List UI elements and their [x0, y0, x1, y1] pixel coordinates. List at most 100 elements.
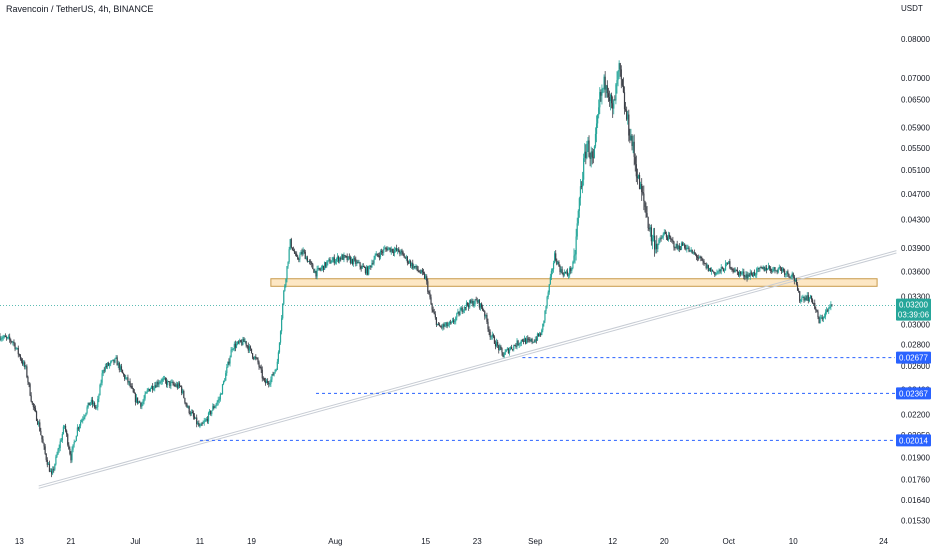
- candle-body: [666, 237, 669, 241]
- candle: [312, 262, 314, 270]
- candle-body: [251, 353, 254, 358]
- candle-body: [200, 423, 202, 427]
- candle: [787, 269, 789, 277]
- candle: [283, 289, 285, 306]
- candle: [815, 306, 817, 313]
- candle-body: [651, 237, 654, 242]
- candle: [56, 451, 58, 458]
- resistance-zone[interactable]: [270, 278, 878, 287]
- candle: [282, 303, 284, 320]
- candle-body: [622, 85, 625, 93]
- candle: [300, 250, 302, 255]
- candle: [88, 402, 90, 406]
- candle: [502, 352, 504, 358]
- candle: [347, 256, 349, 261]
- candle-body: [392, 251, 395, 254]
- candle: [304, 249, 306, 260]
- candle-body: [463, 307, 465, 311]
- candle-body: [163, 378, 166, 380]
- trendline-1[interactable]: [38, 250, 897, 487]
- candle-body: [676, 243, 678, 249]
- candle-body: [346, 256, 348, 261]
- candle-body: [271, 374, 273, 380]
- x-axis[interactable]: 13 21 Jul 11 19 Aug 15 23 Sep 12 20 Oct 10 24: [15, 537, 889, 546]
- candle-body: [512, 349, 514, 350]
- candle-body: [491, 334, 493, 337]
- candle: [262, 376, 264, 381]
- candle: [555, 250, 557, 262]
- candle: [63, 425, 66, 429]
- candle-body: [795, 279, 798, 285]
- x-tick-label: 15: [421, 537, 430, 546]
- candle: [124, 373, 126, 382]
- candle: [417, 266, 419, 273]
- candle: [691, 249, 693, 254]
- candle-body: [558, 261, 560, 266]
- x-tick-label: Jul: [130, 537, 140, 546]
- trendline-2[interactable]: [38, 252, 897, 489]
- candle: [406, 255, 408, 266]
- candle: [285, 278, 287, 288]
- candle-body: [26, 366, 28, 377]
- candle-body: [794, 279, 797, 281]
- candle: [777, 267, 779, 274]
- candle: [318, 267, 320, 271]
- candle: [226, 364, 228, 376]
- candle-body: [187, 406, 189, 408]
- candle-body: [121, 369, 124, 374]
- candle-body: [738, 271, 741, 276]
- candle: [802, 294, 804, 299]
- candle-body: [730, 267, 732, 269]
- candle-body: [9, 336, 11, 340]
- candle: [62, 424, 65, 435]
- candle: [437, 321, 440, 326]
- candle: [25, 364, 27, 370]
- candle: [531, 337, 533, 345]
- candle-body: [472, 300, 474, 306]
- candle-body: [114, 358, 116, 363]
- candle: [24, 360, 26, 370]
- candle-body: [760, 267, 762, 269]
- candle: [107, 361, 110, 367]
- candle-body: [76, 427, 78, 436]
- candle: [303, 248, 305, 254]
- candle: [683, 241, 685, 246]
- candle-body: [5, 336, 8, 338]
- candle: [645, 202, 647, 218]
- candle: [710, 267, 713, 275]
- candle-body: [345, 256, 347, 257]
- candle-body: [218, 399, 220, 401]
- candle: [666, 235, 669, 241]
- candle-body: [634, 156, 636, 165]
- candle: [212, 403, 214, 411]
- candle: [4, 333, 6, 338]
- candle-body: [699, 256, 701, 259]
- candle-body: [6, 337, 9, 338]
- candle-body: [489, 331, 491, 338]
- candle-body: [82, 419, 84, 421]
- candle-body: [66, 430, 68, 435]
- candle-body: [0, 336, 1, 340]
- candle: [489, 329, 491, 340]
- candle: [543, 320, 545, 327]
- candle-body: [599, 92, 601, 108]
- candle-body: [719, 269, 721, 272]
- candle: [98, 393, 100, 403]
- candle: [535, 336, 537, 344]
- candle: [458, 311, 460, 317]
- candle-body: [220, 393, 223, 395]
- candle-body: [551, 269, 554, 271]
- candle-body: [565, 271, 568, 273]
- candle-body: [441, 326, 443, 328]
- candle-body: [764, 267, 766, 271]
- candle: [769, 265, 771, 271]
- y-tick-label: 0.05100: [901, 166, 930, 175]
- candle: [3, 334, 5, 339]
- candle-body: [134, 393, 137, 403]
- candle: [250, 348, 253, 354]
- candle-body: [54, 464, 56, 470]
- candle-body: [174, 384, 176, 387]
- candle-body: [254, 356, 256, 359]
- y-axis[interactable]: 0.080000.070000.065000.059000.055000.051…: [901, 35, 930, 525]
